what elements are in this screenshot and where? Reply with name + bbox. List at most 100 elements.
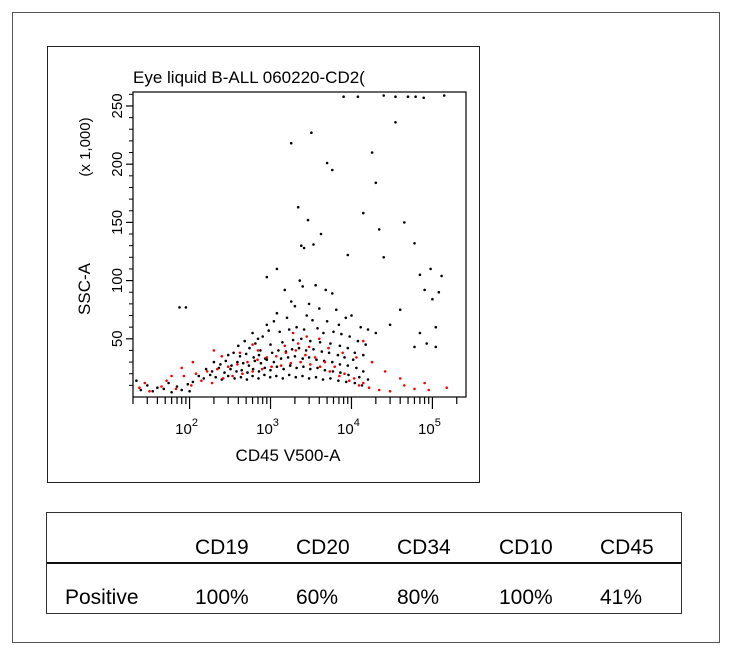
scatter-point [191,380,195,384]
y-tick-label: 100 [109,268,126,293]
scatter-point [355,366,358,370]
scatter-point [362,339,365,343]
y-tick-label: 250 [109,93,126,118]
scatter-point [289,141,293,145]
scatter-point [314,375,318,379]
table-header-cd34: CD34 [397,536,451,559]
scatter-point [260,367,264,371]
scatter-point [257,353,261,357]
scatter-point [353,381,357,385]
scatter-point [251,343,254,346]
scatter-point [170,374,173,378]
scatter-point [313,356,317,359]
scatter-point [232,351,235,355]
table-header-cd19: CD19 [195,536,249,559]
scatter-point [437,290,441,294]
scatter-point [305,314,309,317]
scatter-point [251,331,254,335]
scatter-point [270,351,274,355]
scatter-point [212,360,216,364]
plot-area [132,91,467,398]
scatter-point [223,371,226,374]
scatter-plot-panel: Eye liquid B-ALL 060220-CD2( 50 100 150 200… [47,46,480,483]
scatter-point [327,346,330,350]
scatter-point [226,353,230,357]
scatter-point [272,360,276,364]
scatter-point [197,374,201,378]
scatter-point [224,359,228,363]
scatter-point [240,368,243,372]
scatter-point [335,308,338,312]
scatter-point [353,351,357,355]
scatter-point [341,351,345,355]
scatter-point [394,95,397,98]
scatter-point [284,351,288,355]
scatter-point [312,348,315,351]
scatter-point [265,358,269,362]
scatter-point [366,378,370,381]
scatter-point [241,372,244,376]
scatter-point [329,342,332,345]
figure-frame [12,12,720,643]
scatter-point [287,328,291,331]
scatter-point [338,363,342,366]
table-value-cd10: 100% [499,586,553,609]
scatter-point [275,267,279,271]
scatter-point [190,384,193,387]
scatter-point [306,218,310,222]
scatter-point [425,342,429,345]
scatter-point [212,349,216,352]
scatter-point [388,323,392,327]
scatter-point [367,386,371,390]
scatter-point [301,285,304,288]
scatter-point [431,297,434,301]
scatter-point [307,377,311,380]
x-tick-label: 105 [418,417,441,438]
scatter-point [418,273,422,277]
scatter-point [184,306,188,309]
scatter-point [445,386,449,390]
scatter-point [294,375,298,379]
scatter-point [351,358,355,362]
scatter-point [257,370,261,373]
scatter-point [296,342,300,345]
scatter-point [383,370,387,373]
scatter-point [323,368,327,372]
scatter-point [423,288,426,292]
scatter-point [286,356,290,359]
scatter-point [278,330,281,334]
scatter-point [302,365,305,369]
scatter-point [167,381,170,385]
y-tick-label: 200 [109,152,126,177]
scatter-point [315,358,318,362]
scatter-point [314,283,317,287]
scatter-point [246,371,249,374]
table-value-cd45: 41% [600,586,643,609]
scatter-point [418,331,422,335]
scatter-point [294,349,298,352]
scatter-point [293,304,297,308]
scatter-point [191,360,195,364]
scatter-point [238,355,242,358]
scatter-point [265,323,269,327]
scatter-point [362,353,365,357]
scatter-point [210,381,214,385]
scatter-point [325,320,329,323]
scatter-point [333,365,337,369]
scatter-point [233,377,236,380]
scatter-point [256,349,260,352]
scatter-point [254,342,257,345]
scatter-point [325,161,329,165]
scatter-point [346,364,350,367]
scatter-point [338,374,341,378]
scatter-point [208,373,212,377]
table-value-cd34: 80% [397,586,440,609]
scatter-point [295,366,298,370]
scatter-point [414,95,417,98]
scatter-point [247,364,251,367]
scatter-point [342,95,345,98]
scatter-point [323,360,327,364]
scatter-point [434,345,438,349]
scatter-point [356,339,360,343]
scatter-point [300,244,303,247]
